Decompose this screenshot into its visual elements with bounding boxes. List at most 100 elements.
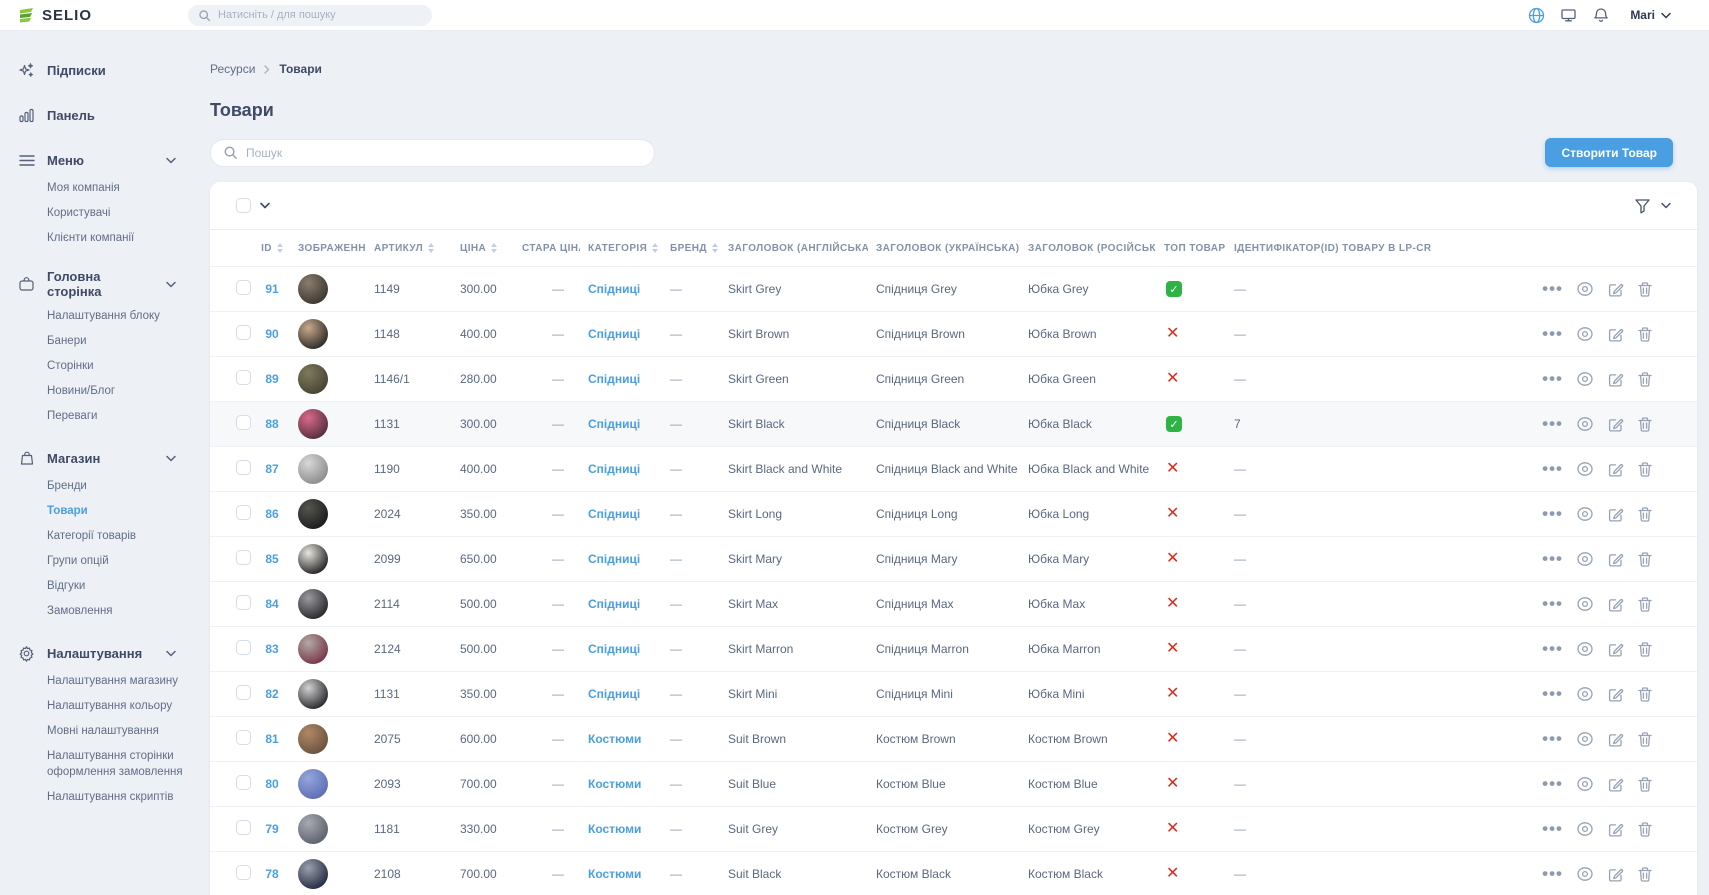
edit-button[interactable]	[1607, 326, 1624, 343]
sort-icon[interactable]	[652, 243, 659, 253]
edit-button[interactable]	[1607, 866, 1624, 883]
view-button[interactable]	[1576, 596, 1594, 612]
product-image[interactable]	[298, 589, 328, 619]
row-checkbox[interactable]	[236, 280, 251, 295]
category-link[interactable]: Костюми	[588, 822, 642, 836]
more-options-button[interactable]: •••	[1542, 549, 1563, 568]
row-checkbox[interactable]	[236, 325, 251, 340]
more-options-button[interactable]: •••	[1542, 684, 1563, 703]
delete-button[interactable]	[1637, 776, 1653, 793]
more-options-button[interactable]: •••	[1542, 774, 1563, 793]
product-image[interactable]	[298, 409, 328, 439]
category-link[interactable]: Спідниці	[588, 282, 641, 296]
edit-button[interactable]	[1607, 641, 1624, 658]
product-image[interactable]	[298, 499, 328, 529]
sidebar-subitem-Новини/Блог[interactable]: Новини/Блог	[47, 384, 116, 397]
row-checkbox[interactable]	[236, 505, 251, 520]
row-checkbox[interactable]	[236, 640, 251, 655]
more-options-button[interactable]: •••	[1542, 324, 1563, 343]
category-link[interactable]: Костюми	[588, 777, 642, 791]
category-link[interactable]: Костюми	[588, 732, 642, 746]
sidebar-subitem-Переваги[interactable]: Переваги	[47, 409, 98, 422]
more-options-button[interactable]: •••	[1542, 504, 1563, 523]
delete-button[interactable]	[1637, 821, 1653, 838]
more-options-button[interactable]: •••	[1542, 864, 1563, 884]
edit-button[interactable]	[1607, 776, 1624, 793]
chevron-down-icon[interactable]	[166, 650, 176, 657]
select-options-chevron-icon[interactable]	[260, 202, 270, 209]
sort-icon[interactable]	[711, 243, 718, 253]
sidebar-subitem-Групи опцій[interactable]: Групи опцій	[47, 554, 109, 567]
view-button[interactable]	[1576, 551, 1594, 567]
product-id-link[interactable]: 90	[265, 327, 279, 341]
row-checkbox[interactable]	[236, 460, 251, 475]
sidebar-subitem-Налаштування скриптів[interactable]: Налаштування скриптів	[47, 790, 174, 803]
row-checkbox[interactable]	[236, 595, 251, 610]
sort-icon[interactable]	[491, 243, 498, 253]
delete-button[interactable]	[1637, 866, 1653, 883]
sort-icon[interactable]	[428, 243, 435, 253]
product-image[interactable]	[298, 769, 328, 799]
column-header[interactable]: ЦІНА	[452, 229, 514, 267]
category-link[interactable]: Спідниці	[588, 327, 641, 341]
product-id-link[interactable]: 80	[265, 777, 279, 791]
edit-button[interactable]	[1607, 731, 1624, 748]
edit-button[interactable]	[1607, 686, 1624, 703]
sidebar-subitem-Клієнти компанії[interactable]: Клієнти компанії	[47, 231, 135, 244]
chevron-down-icon[interactable]	[166, 157, 176, 164]
delete-button[interactable]	[1637, 551, 1653, 568]
view-button[interactable]	[1576, 281, 1594, 297]
row-checkbox[interactable]	[236, 370, 251, 385]
product-id-link[interactable]: 86	[265, 507, 279, 521]
edit-button[interactable]	[1607, 821, 1624, 838]
sidebar-item-Налаштування[interactable]: Налаштування	[18, 642, 176, 664]
product-id-link[interactable]: 89	[265, 372, 279, 386]
product-image[interactable]	[298, 859, 328, 890]
view-button[interactable]	[1576, 686, 1594, 702]
product-image[interactable]	[298, 679, 328, 709]
more-options-button[interactable]: •••	[1542, 594, 1563, 613]
category-link[interactable]: Костюми	[588, 867, 642, 882]
sidebar-item-Головна сторінка[interactable]: Головна сторінка	[18, 269, 176, 299]
products-search-input[interactable]: Пошук	[210, 138, 655, 167]
sidebar-subitem-Категорії товарів[interactable]: Категорії товарів	[47, 529, 137, 542]
sidebar-subitem-Налаштування сторінки оформлення замовлення[interactable]: Налаштування сторінки оформлення замовле…	[47, 749, 183, 778]
sidebar-subitem-Товари[interactable]: Товари	[47, 504, 88, 517]
row-checkbox[interactable]	[236, 865, 251, 881]
select-all-checkbox[interactable]	[236, 198, 251, 213]
row-checkbox[interactable]	[236, 550, 251, 565]
category-link[interactable]: Спідниці	[588, 372, 641, 386]
edit-button[interactable]	[1607, 506, 1624, 523]
chevron-down-icon[interactable]	[166, 281, 176, 288]
product-id-link[interactable]: 81	[265, 732, 279, 746]
sidebar-subitem-Налаштування блоку[interactable]: Налаштування блоку	[47, 309, 160, 322]
delete-button[interactable]	[1637, 371, 1653, 388]
column-header[interactable]: ID	[254, 229, 290, 267]
bell-icon[interactable]	[1592, 7, 1609, 24]
delete-button[interactable]	[1637, 416, 1653, 433]
create-product-button[interactable]: Створити Товар	[1545, 138, 1673, 167]
edit-button[interactable]	[1607, 281, 1624, 298]
sidebar-subitem-Відгуки[interactable]: Відгуки	[47, 579, 86, 592]
delete-button[interactable]	[1637, 326, 1653, 343]
view-button[interactable]	[1576, 821, 1594, 837]
category-link[interactable]: Спідниці	[588, 642, 641, 656]
more-options-button[interactable]: •••	[1542, 639, 1563, 658]
view-button[interactable]	[1576, 506, 1594, 522]
edit-button[interactable]	[1607, 596, 1624, 613]
delete-button[interactable]	[1637, 596, 1653, 613]
filter-chevron-icon[interactable]	[1661, 202, 1671, 209]
monitor-icon[interactable]	[1560, 7, 1577, 24]
more-options-button[interactable]: •••	[1542, 369, 1563, 388]
sidebar-subitem-Налаштування магазину[interactable]: Налаштування магазину	[47, 674, 178, 687]
delete-button[interactable]	[1637, 686, 1653, 703]
more-options-button[interactable]: •••	[1542, 459, 1563, 478]
sidebar-subitem-Мовні налаштування[interactable]: Мовні налаштування	[47, 724, 159, 737]
row-checkbox[interactable]	[236, 775, 251, 790]
sidebar-subitem-Бренди[interactable]: Бренди	[47, 479, 87, 492]
sidebar-item-Підписки[interactable]: Підписки	[18, 59, 176, 81]
category-link[interactable]: Спідниці	[588, 552, 641, 566]
delete-button[interactable]	[1637, 641, 1653, 658]
product-id-link[interactable]: 88	[265, 417, 279, 431]
more-options-button[interactable]: •••	[1542, 279, 1563, 298]
